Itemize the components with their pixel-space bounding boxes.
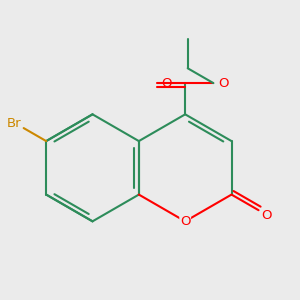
- Text: Br: Br: [7, 117, 21, 130]
- Text: O: O: [218, 76, 228, 90]
- Text: O: O: [262, 208, 272, 221]
- Text: O: O: [161, 76, 172, 90]
- Text: O: O: [180, 215, 190, 228]
